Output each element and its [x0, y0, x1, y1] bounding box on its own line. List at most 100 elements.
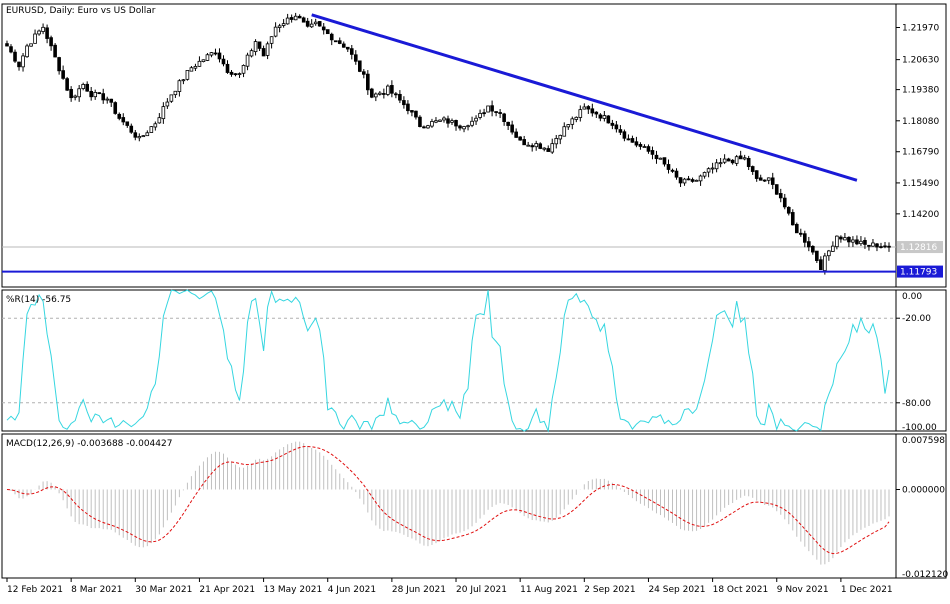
candle-body[interactable] [93, 91, 98, 98]
candle-body[interactable] [766, 177, 771, 181]
candle-body[interactable] [546, 148, 551, 152]
candle-body[interactable] [57, 57, 61, 72]
candle-body[interactable] [570, 118, 575, 125]
candle-body[interactable] [863, 240, 867, 245]
candle-body[interactable] [386, 85, 390, 95]
candle-body[interactable] [430, 121, 434, 127]
candle-body[interactable] [662, 157, 667, 165]
candle-body[interactable] [313, 21, 318, 25]
candle-body[interactable] [17, 61, 21, 68]
candle-body[interactable] [374, 93, 378, 98]
candle-body[interactable] [309, 23, 314, 28]
candle-body[interactable] [25, 45, 29, 58]
candle-body[interactable] [454, 120, 458, 127]
candle-body[interactable] [77, 88, 81, 98]
candle-body[interactable] [29, 43, 33, 47]
candle-body[interactable] [37, 30, 41, 35]
candle-body[interactable] [329, 33, 334, 41]
candle-body[interactable] [185, 70, 190, 80]
candle-body[interactable] [378, 92, 382, 95]
candle-body[interactable] [285, 17, 290, 25]
candle-body[interactable] [819, 259, 823, 270]
candle-body[interactable] [438, 119, 442, 122]
candle-body[interactable] [798, 232, 803, 235]
candle-body[interactable] [742, 157, 747, 160]
candle-body[interactable] [13, 51, 17, 62]
candle-body[interactable] [341, 43, 346, 48]
candle-body[interactable] [177, 80, 182, 92]
candle-body[interactable] [418, 116, 422, 127]
candle-body[interactable] [458, 125, 462, 129]
candle-body[interactable] [317, 21, 322, 27]
candle-body[interactable] [390, 85, 394, 94]
candle-body[interactable] [750, 166, 755, 172]
candle-body[interactable] [402, 100, 406, 106]
candle-body[interactable] [670, 169, 675, 172]
candle-body[interactable] [49, 37, 53, 47]
candle-body[interactable] [542, 147, 547, 150]
candle-body[interactable] [81, 84, 85, 89]
candle-body[interactable] [875, 243, 879, 248]
candle-body[interactable] [265, 43, 270, 56]
candle-body[interactable] [574, 116, 579, 120]
candle-body[interactable] [237, 73, 242, 76]
candle-body[interactable] [422, 126, 426, 129]
candle-body[interactable] [113, 102, 118, 114]
candle-body[interactable] [406, 103, 410, 112]
candle-body[interactable] [530, 145, 534, 148]
candle-body[interactable] [470, 120, 474, 126]
candle-body[interactable] [654, 154, 659, 160]
candle-body[interactable] [534, 143, 539, 148]
candle-body[interactable] [277, 25, 282, 28]
price-candles[interactable] [5, 12, 891, 275]
candle-body[interactable] [382, 93, 386, 95]
candle-body[interactable] [442, 117, 446, 121]
candle-body[interactable] [590, 108, 595, 114]
candle-body[interactable] [762, 179, 767, 182]
candle-body[interactable] [209, 52, 214, 56]
candle-body[interactable] [618, 129, 623, 133]
candle-body[interactable] [161, 106, 166, 120]
candle-body[interactable] [181, 79, 186, 82]
candle-body[interactable] [105, 98, 110, 101]
candle-body[interactable] [554, 138, 559, 145]
candle-body[interactable] [133, 132, 138, 138]
candle-body[interactable] [257, 41, 262, 49]
candle-body[interactable] [594, 111, 599, 115]
candle-body[interactable] [157, 117, 162, 124]
candle-body[interactable] [117, 113, 122, 119]
candle-body[interactable] [803, 233, 807, 243]
candle-body[interactable] [410, 110, 414, 113]
candle-body[interactable] [229, 71, 234, 75]
candle-body[interactable] [726, 158, 731, 162]
candle-body[interactable] [482, 112, 486, 115]
candle-body[interactable] [710, 167, 715, 170]
candle-body[interactable] [650, 150, 655, 155]
candle-body[interactable] [173, 90, 178, 96]
candle-body[interactable] [333, 40, 338, 43]
candle-body[interactable] [566, 124, 571, 128]
wpr-line[interactable] [6, 289, 890, 433]
candle-body[interactable] [233, 73, 238, 76]
candle-body[interactable] [446, 118, 450, 124]
candle-body[interactable] [823, 255, 827, 271]
candle-body[interactable] [357, 60, 362, 72]
candle-body[interactable] [851, 239, 855, 243]
candle-body[interactable] [241, 65, 246, 74]
candle-body[interactable] [706, 168, 711, 173]
candle-body[interactable] [325, 29, 330, 35]
candle-body[interactable] [129, 125, 134, 133]
candle-body[interactable] [221, 58, 226, 65]
candle-body[interactable] [514, 131, 518, 138]
candle-body[interactable] [97, 92, 102, 95]
candle-body[interactable] [638, 144, 643, 147]
candle-body[interactable] [370, 88, 374, 98]
candle-body[interactable] [73, 95, 77, 98]
candle-body[interactable] [494, 111, 498, 113]
candle-body[interactable] [213, 52, 218, 55]
candle-body[interactable] [634, 141, 639, 146]
candle-body[interactable] [754, 170, 759, 179]
candle-body[interactable] [398, 93, 402, 101]
candle-body[interactable] [297, 15, 302, 19]
